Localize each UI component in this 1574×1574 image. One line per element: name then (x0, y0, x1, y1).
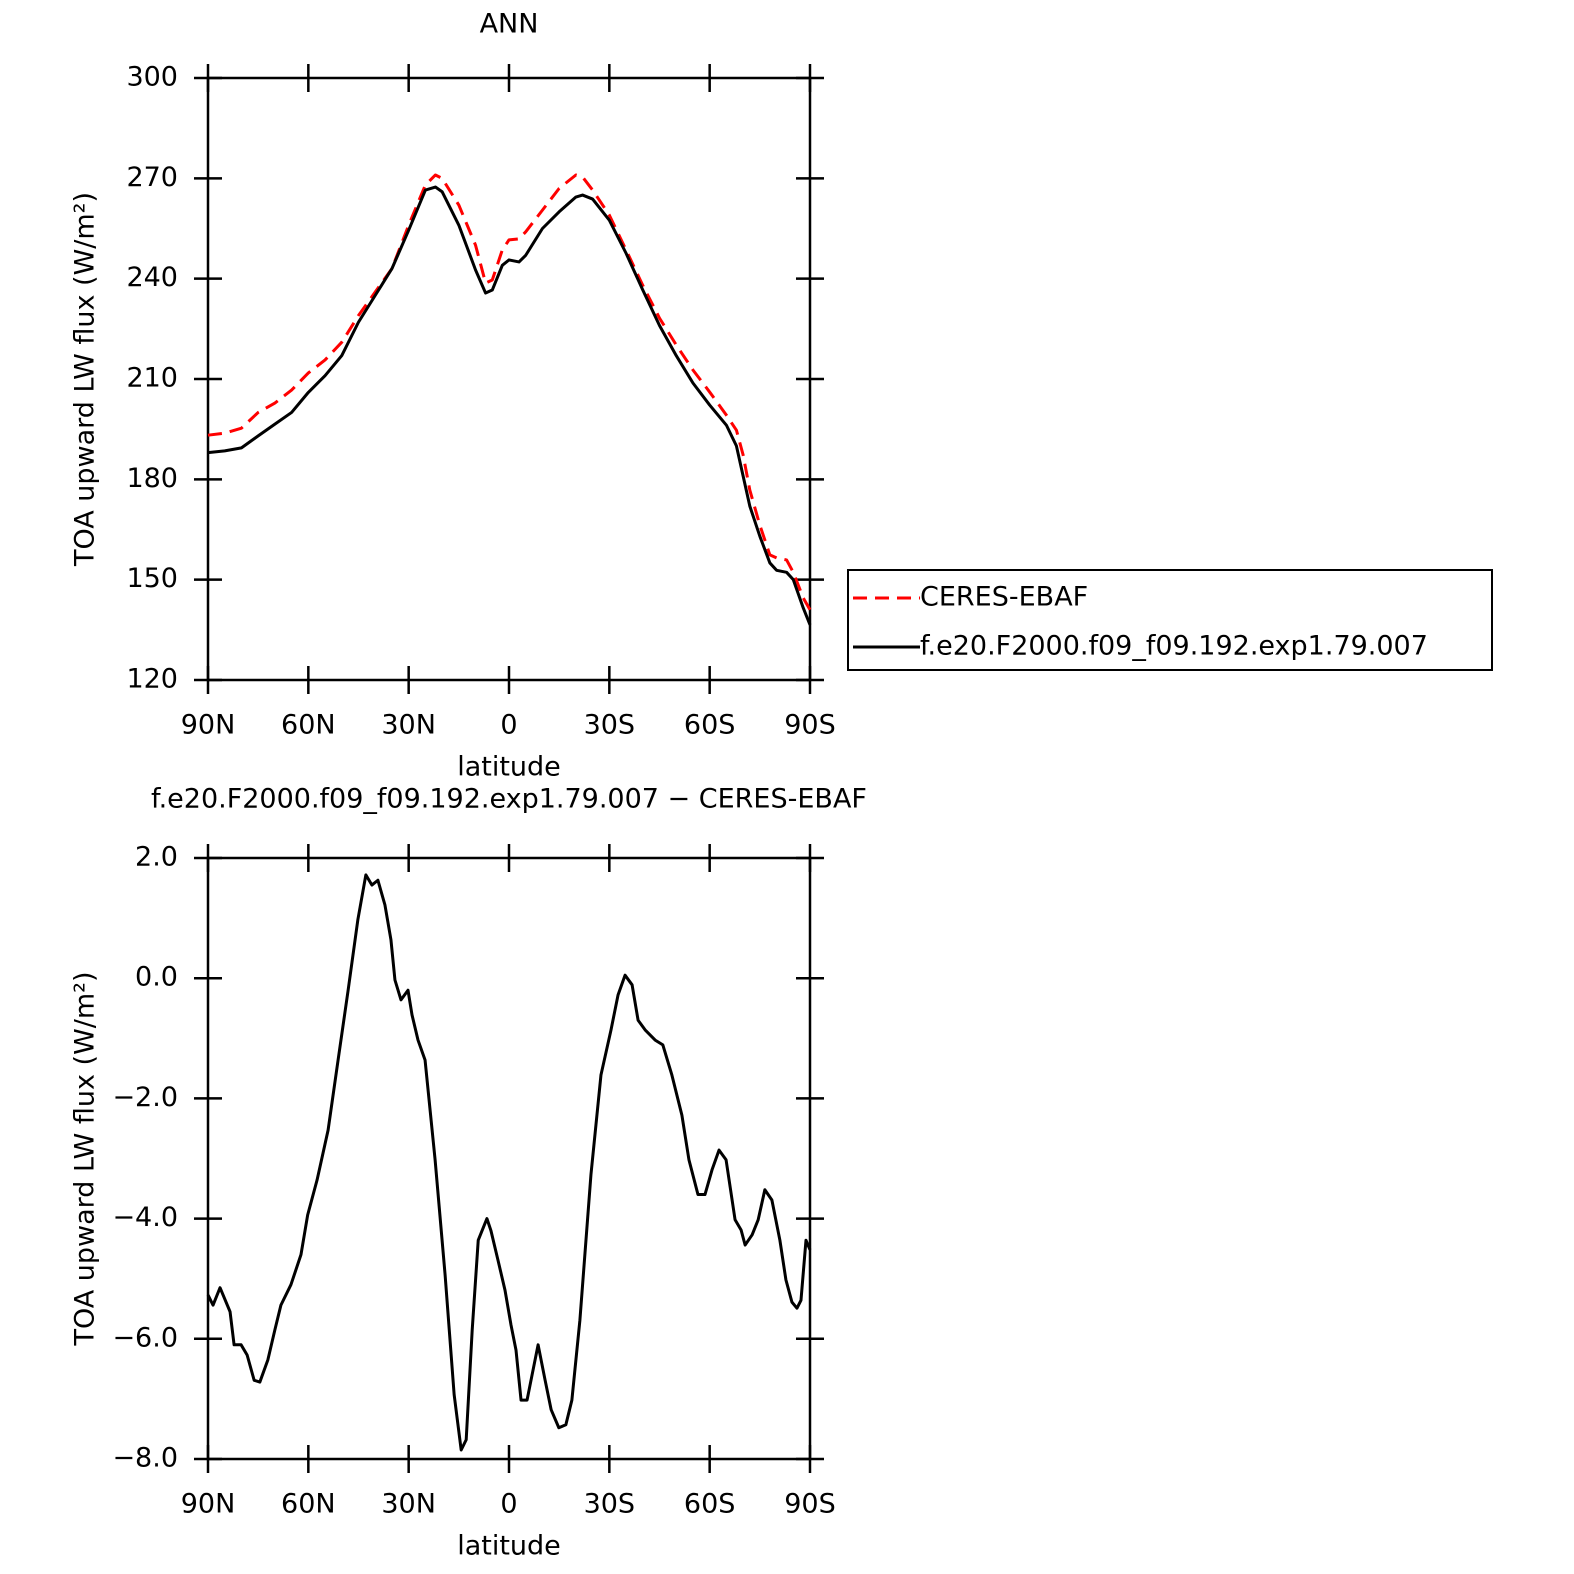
y-tick-label: 0.0 (135, 962, 178, 993)
y-axis-label: TOA upward LW flux (W/m²) (70, 192, 101, 567)
x-tick-label: 60S (684, 1489, 736, 1520)
legend: CERES-EBAF f.e20.F2000.f09_f09.192.exp1.7… (847, 569, 1493, 671)
x-tick-label: 30N (381, 1489, 436, 1520)
x-tick-label: 0 (500, 1489, 517, 1520)
x-tick-label: 90S (784, 710, 836, 741)
data-line (206, 873, 812, 1452)
data-line (207, 185, 812, 626)
x-axis-label: latitude (457, 752, 561, 783)
y-tick-label: 210 (126, 363, 178, 394)
x-tick-label: 90N (181, 710, 236, 741)
y-tick-label: 300 (126, 62, 178, 93)
plot-frame (206, 856, 812, 1461)
y-tick-label: 150 (126, 563, 178, 594)
y-tick-label: 120 (126, 664, 178, 695)
x-tick-label: 60N (281, 1489, 336, 1520)
y-tick-label: −6.0 (112, 1322, 178, 1353)
y-tick-label: 180 (126, 463, 178, 494)
y-tick-label: 270 (126, 162, 178, 193)
y-tick-label: 2.0 (135, 842, 178, 873)
x-tick-label: 90S (784, 1489, 836, 1520)
x-tick-label: 60S (684, 710, 736, 741)
x-tick-label: 30S (584, 1489, 636, 1520)
x-tick-label: 60N (281, 710, 336, 741)
legend-label: f.e20.F2000.f09_f09.192.exp1.79.007 (920, 631, 1428, 662)
x-axis-label: latitude (457, 1531, 561, 1562)
chart-title: f.e20.F2000.f09_f09.192.exp1.79.007 − CE… (151, 784, 867, 815)
legend-label: CERES-EBAF (920, 582, 1088, 613)
legend-box (847, 569, 1493, 671)
x-tick-label: 90N (181, 1489, 236, 1520)
y-tick-label: −2.0 (112, 1082, 178, 1113)
x-tick-label: 30S (584, 710, 636, 741)
y-tick-label: −4.0 (112, 1202, 178, 1233)
y-axis-label: TOA upward LW flux (W/m²) (70, 971, 101, 1346)
data-line (207, 173, 812, 611)
x-tick-label: 0 (500, 710, 517, 741)
x-tick-label: 30N (381, 710, 436, 741)
chart-title: ANN (480, 9, 539, 40)
y-tick-label: −8.0 (112, 1443, 178, 1474)
plot-frame (206, 76, 812, 682)
y-tick-label: 240 (126, 262, 178, 293)
